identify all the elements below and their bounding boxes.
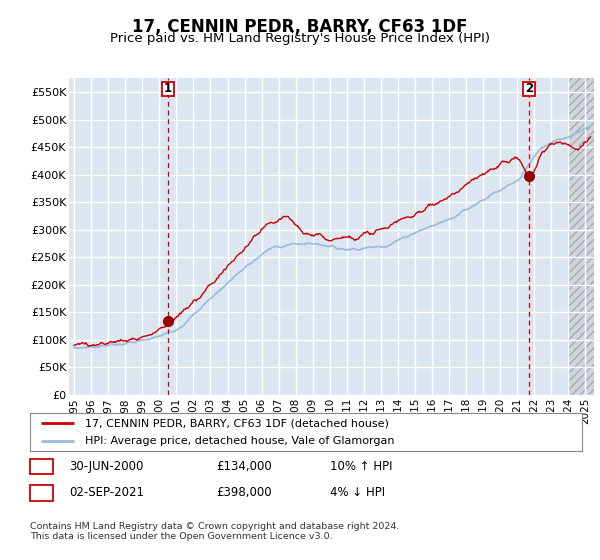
Text: 02-SEP-2021: 02-SEP-2021 [69,486,144,500]
FancyBboxPatch shape [162,82,174,96]
Bar [568,78,594,395]
Bar [568,78,594,395]
Text: 17, CENNIN PEDR, BARRY, CF63 1DF (detached house): 17, CENNIN PEDR, BARRY, CF63 1DF (detach… [85,418,389,428]
Text: 1: 1 [37,460,46,473]
Text: 1: 1 [164,82,172,95]
Text: HPI: Average price, detached house, Vale of Glamorgan: HPI: Average price, detached house, Vale… [85,436,395,446]
FancyBboxPatch shape [523,82,535,96]
Text: 2: 2 [524,82,533,95]
Text: 17, CENNIN PEDR, BARRY, CF63 1DF: 17, CENNIN PEDR, BARRY, CF63 1DF [132,18,468,36]
Text: Contains HM Land Registry data © Crown copyright and database right 2024.
This d: Contains HM Land Registry data © Crown c… [30,522,400,542]
Text: 4% ↓ HPI: 4% ↓ HPI [330,486,385,500]
Text: 30-JUN-2000: 30-JUN-2000 [69,460,143,473]
Text: £398,000: £398,000 [216,486,272,500]
Text: 2: 2 [37,486,46,500]
Text: 10% ↑ HPI: 10% ↑ HPI [330,460,392,473]
Text: £134,000: £134,000 [216,460,272,473]
Text: Price paid vs. HM Land Registry's House Price Index (HPI): Price paid vs. HM Land Registry's House … [110,32,490,45]
